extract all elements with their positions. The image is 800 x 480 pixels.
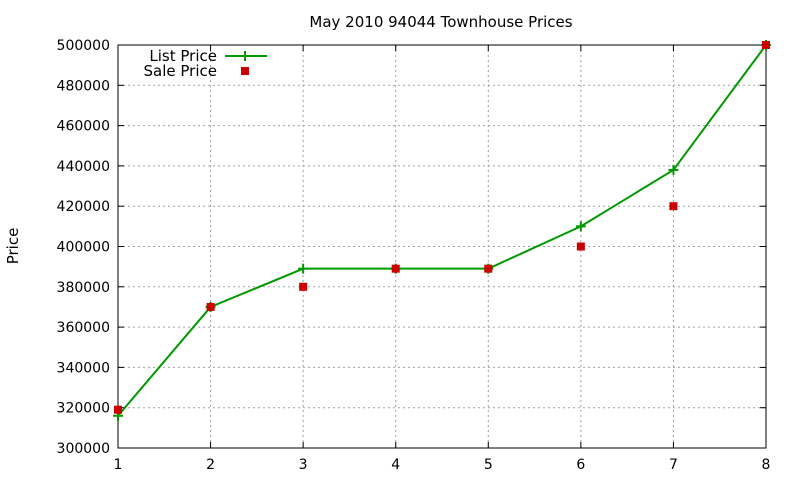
list-price-point bbox=[298, 263, 309, 274]
y-axis: 300000 320000 340000 360000 380000 400000 4200… bbox=[57, 38, 766, 457]
x-tick-label: 6 bbox=[576, 457, 585, 473]
list-price-point bbox=[575, 221, 586, 232]
list-price-line bbox=[117, 44, 767, 417]
sale-price-point bbox=[576, 242, 585, 251]
y-tick-label: 480000 bbox=[57, 78, 110, 94]
y-tick-label: 440000 bbox=[57, 159, 110, 175]
y-tick-label: 420000 bbox=[57, 199, 110, 215]
legend-label-list-price: List Price bbox=[149, 47, 217, 65]
y-tick-label: 400000 bbox=[57, 240, 110, 256]
y-tick-label: 380000 bbox=[57, 280, 110, 296]
sale-price-point bbox=[114, 405, 122, 414]
y-tick-label: 300000 bbox=[57, 441, 110, 457]
x-tick-label: 8 bbox=[762, 457, 771, 473]
y-tick-label: 340000 bbox=[57, 360, 110, 376]
list-price-point bbox=[668, 164, 679, 175]
sale-price-point bbox=[669, 202, 678, 211]
grid bbox=[118, 45, 766, 448]
y-axis-title: Price bbox=[4, 228, 22, 265]
sale-price-point bbox=[484, 264, 493, 273]
legend-marker-sale-price bbox=[241, 67, 249, 75]
y-tick-label: 500000 bbox=[57, 38, 110, 54]
chart-title: May 2010 94044 Townhouse Prices bbox=[309, 13, 572, 31]
y-tick-label: 360000 bbox=[57, 320, 110, 336]
legend-label-sale-price: Sale Price bbox=[144, 62, 217, 80]
legend: List Price Sale Price bbox=[144, 47, 267, 80]
y-tick-label: 460000 bbox=[57, 119, 110, 135]
x-axis: 1 2 3 4 5 6 7 8 bbox=[114, 45, 771, 473]
legend-marker-list-price bbox=[240, 51, 250, 61]
y-tick-label: 320000 bbox=[57, 401, 110, 417]
x-tick-label: 7 bbox=[669, 457, 678, 473]
sale-price-point bbox=[762, 41, 770, 49]
sale-price-point bbox=[299, 282, 308, 291]
sale-price-point bbox=[206, 302, 215, 311]
x-tick-label: 2 bbox=[206, 457, 215, 473]
series-layer bbox=[113, 40, 771, 421]
sale-price-point bbox=[391, 264, 400, 273]
x-tick-label: 1 bbox=[114, 457, 123, 473]
x-tick-label: 4 bbox=[391, 457, 400, 473]
x-tick-label: 5 bbox=[484, 457, 493, 473]
x-tick-label: 3 bbox=[299, 457, 308, 473]
